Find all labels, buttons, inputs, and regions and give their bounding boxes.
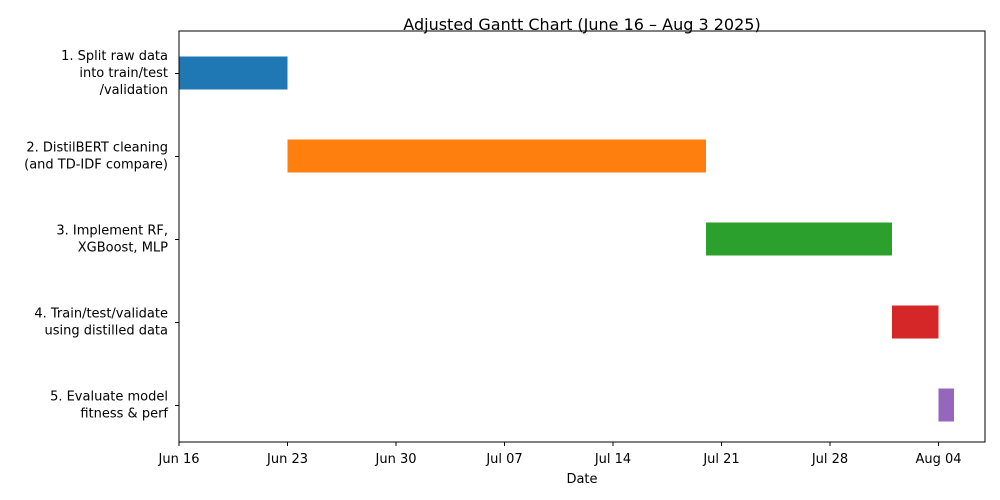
x-tick-label-4: Jul 07 xyxy=(485,452,522,467)
task-bar-1 xyxy=(179,56,288,90)
task-bars xyxy=(179,56,954,422)
x-tick-label-8: Aug 04 xyxy=(915,452,961,467)
x-tick-label-1: Jun 16 xyxy=(158,452,200,467)
chart-title: Adjusted Gantt Chart (June 16 – Aug 3 20… xyxy=(403,15,760,34)
task-label-4-line-1: 4. Train/test/validate xyxy=(34,307,168,322)
task-label-1-line-3: /validation xyxy=(100,83,168,98)
y-axis: 1. Split raw data into train/test/validat… xyxy=(24,49,179,422)
task-bar-3 xyxy=(706,222,892,256)
x-axis-label: Date xyxy=(566,472,597,487)
task-label-5-line-1: 5. Evaluate model xyxy=(50,390,168,405)
task-label-3-line-2: XGBoost, MLP xyxy=(78,241,168,256)
x-axis: Jun 16 Jun 23 Jun 30 Jul 07 Jul 14 Jul 21 Jul … xyxy=(158,442,962,467)
task-bar-2 xyxy=(287,139,706,173)
task-label-1-line-1: 1. Split raw data xyxy=(61,49,168,64)
task-label-4-line-2: using distilled data xyxy=(45,324,168,339)
task-label-2-line-1: 2. DistilBERT cleaning xyxy=(26,141,168,156)
x-tick-label-6: Jul 21 xyxy=(702,452,739,467)
task-bar-4 xyxy=(892,305,939,339)
task-label-3-line-1: 3. Implement RF, xyxy=(56,224,168,239)
plot-frame xyxy=(178,30,986,443)
x-tick-label-3: Jun 30 xyxy=(375,452,417,467)
task-label-1-line-2: into train/test xyxy=(79,66,168,81)
x-tick-label-2: Jun 23 xyxy=(266,452,308,467)
task-label-5-line-2: fitness & perf xyxy=(80,407,168,422)
task-bar-5 xyxy=(938,388,954,422)
x-tick-label-7: Jul 28 xyxy=(811,452,848,467)
task-label-2-line-2: (and TD-IDF compare) xyxy=(24,158,168,173)
x-tick-label-5: Jul 14 xyxy=(594,452,631,467)
